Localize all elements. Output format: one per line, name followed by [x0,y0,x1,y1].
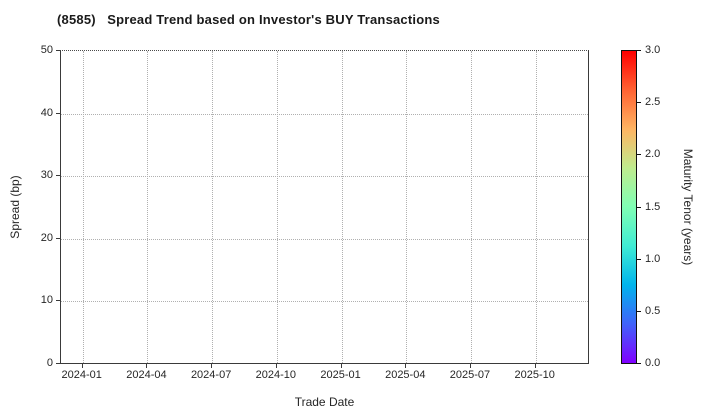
colorbar-label: Maturity Tenor (years) [681,148,695,266]
y-tick-mark [56,112,60,114]
x-tick-mark [211,364,213,368]
x-tick-label: 2024-01 [61,369,102,381]
x-tick-label: 2025-10 [514,369,555,381]
x-tick-label: 2025-01 [320,369,361,381]
y-tick-mark [56,237,60,239]
x-tick-mark [469,364,471,368]
x-tick-label: 2024-07 [190,369,232,381]
colorbar-tick-mark [637,50,641,51]
x-tick-mark [146,364,148,368]
colorbar-tick-label: 0.0 [645,357,661,369]
colorbar-tick-mark [637,102,641,104]
y-tick-label: 30 [40,169,53,182]
x-tick-mark [275,364,277,368]
colorbar-tick-mark [637,154,641,156]
gridline-horizontal [61,301,588,303]
colorbar-tick-mark [637,258,641,260]
colorbar-tick-mark [637,206,641,208]
gridline-vertical [470,51,472,363]
y-tick-mark [56,300,60,302]
gridline-vertical [147,51,149,363]
colorbar-tick-label: 2.5 [645,96,661,109]
x-axis-label: Trade Date [294,395,355,409]
x-tick-mark [534,364,536,368]
y-tick-label: 50 [40,44,53,56]
gridline-vertical [406,51,408,363]
y-tick-label: 0 [46,357,53,369]
chart-title: (8585) Spread Trend based on Investor's … [57,12,440,27]
plot-area [60,50,589,364]
x-tick-label: 2025-07 [449,369,491,381]
gridline-horizontal [61,176,588,178]
colorbar-gradient [621,50,637,364]
y-tick-mark [56,363,60,364]
colorbar-tick-label: 0.5 [645,304,661,317]
y-tick-mark [56,175,60,177]
x-tick-mark [81,364,83,368]
colorbar-tick-label: 1.0 [645,252,661,265]
y-tick-mark [56,50,60,51]
colorbar-tick-label: 2.0 [645,148,661,161]
y-tick-label: 40 [40,106,53,119]
y-axis-label: Spread (bp) [8,175,22,239]
x-tick-label: 2024-10 [255,369,297,381]
y-tick-label: 10 [40,294,53,307]
x-tick-mark [340,364,342,368]
gridline-vertical [535,51,537,363]
colorbar-tick-label: 1.5 [645,200,661,213]
gridline-vertical [212,51,214,363]
colorbar-tick-label: 3.0 [645,44,661,56]
gridline-horizontal [61,238,588,240]
gridline-vertical [341,51,343,363]
colorbar-tick-mark [637,310,641,312]
gridline-vertical [276,51,278,363]
x-tick-mark [405,364,407,368]
x-tick-label: 2025-04 [385,369,426,381]
gridline-vertical [82,51,84,363]
colorbar-tick-mark [637,363,641,364]
y-tick-label: 20 [40,231,53,244]
gridline-horizontal [61,113,588,115]
x-tick-label: 2024-04 [126,369,167,381]
